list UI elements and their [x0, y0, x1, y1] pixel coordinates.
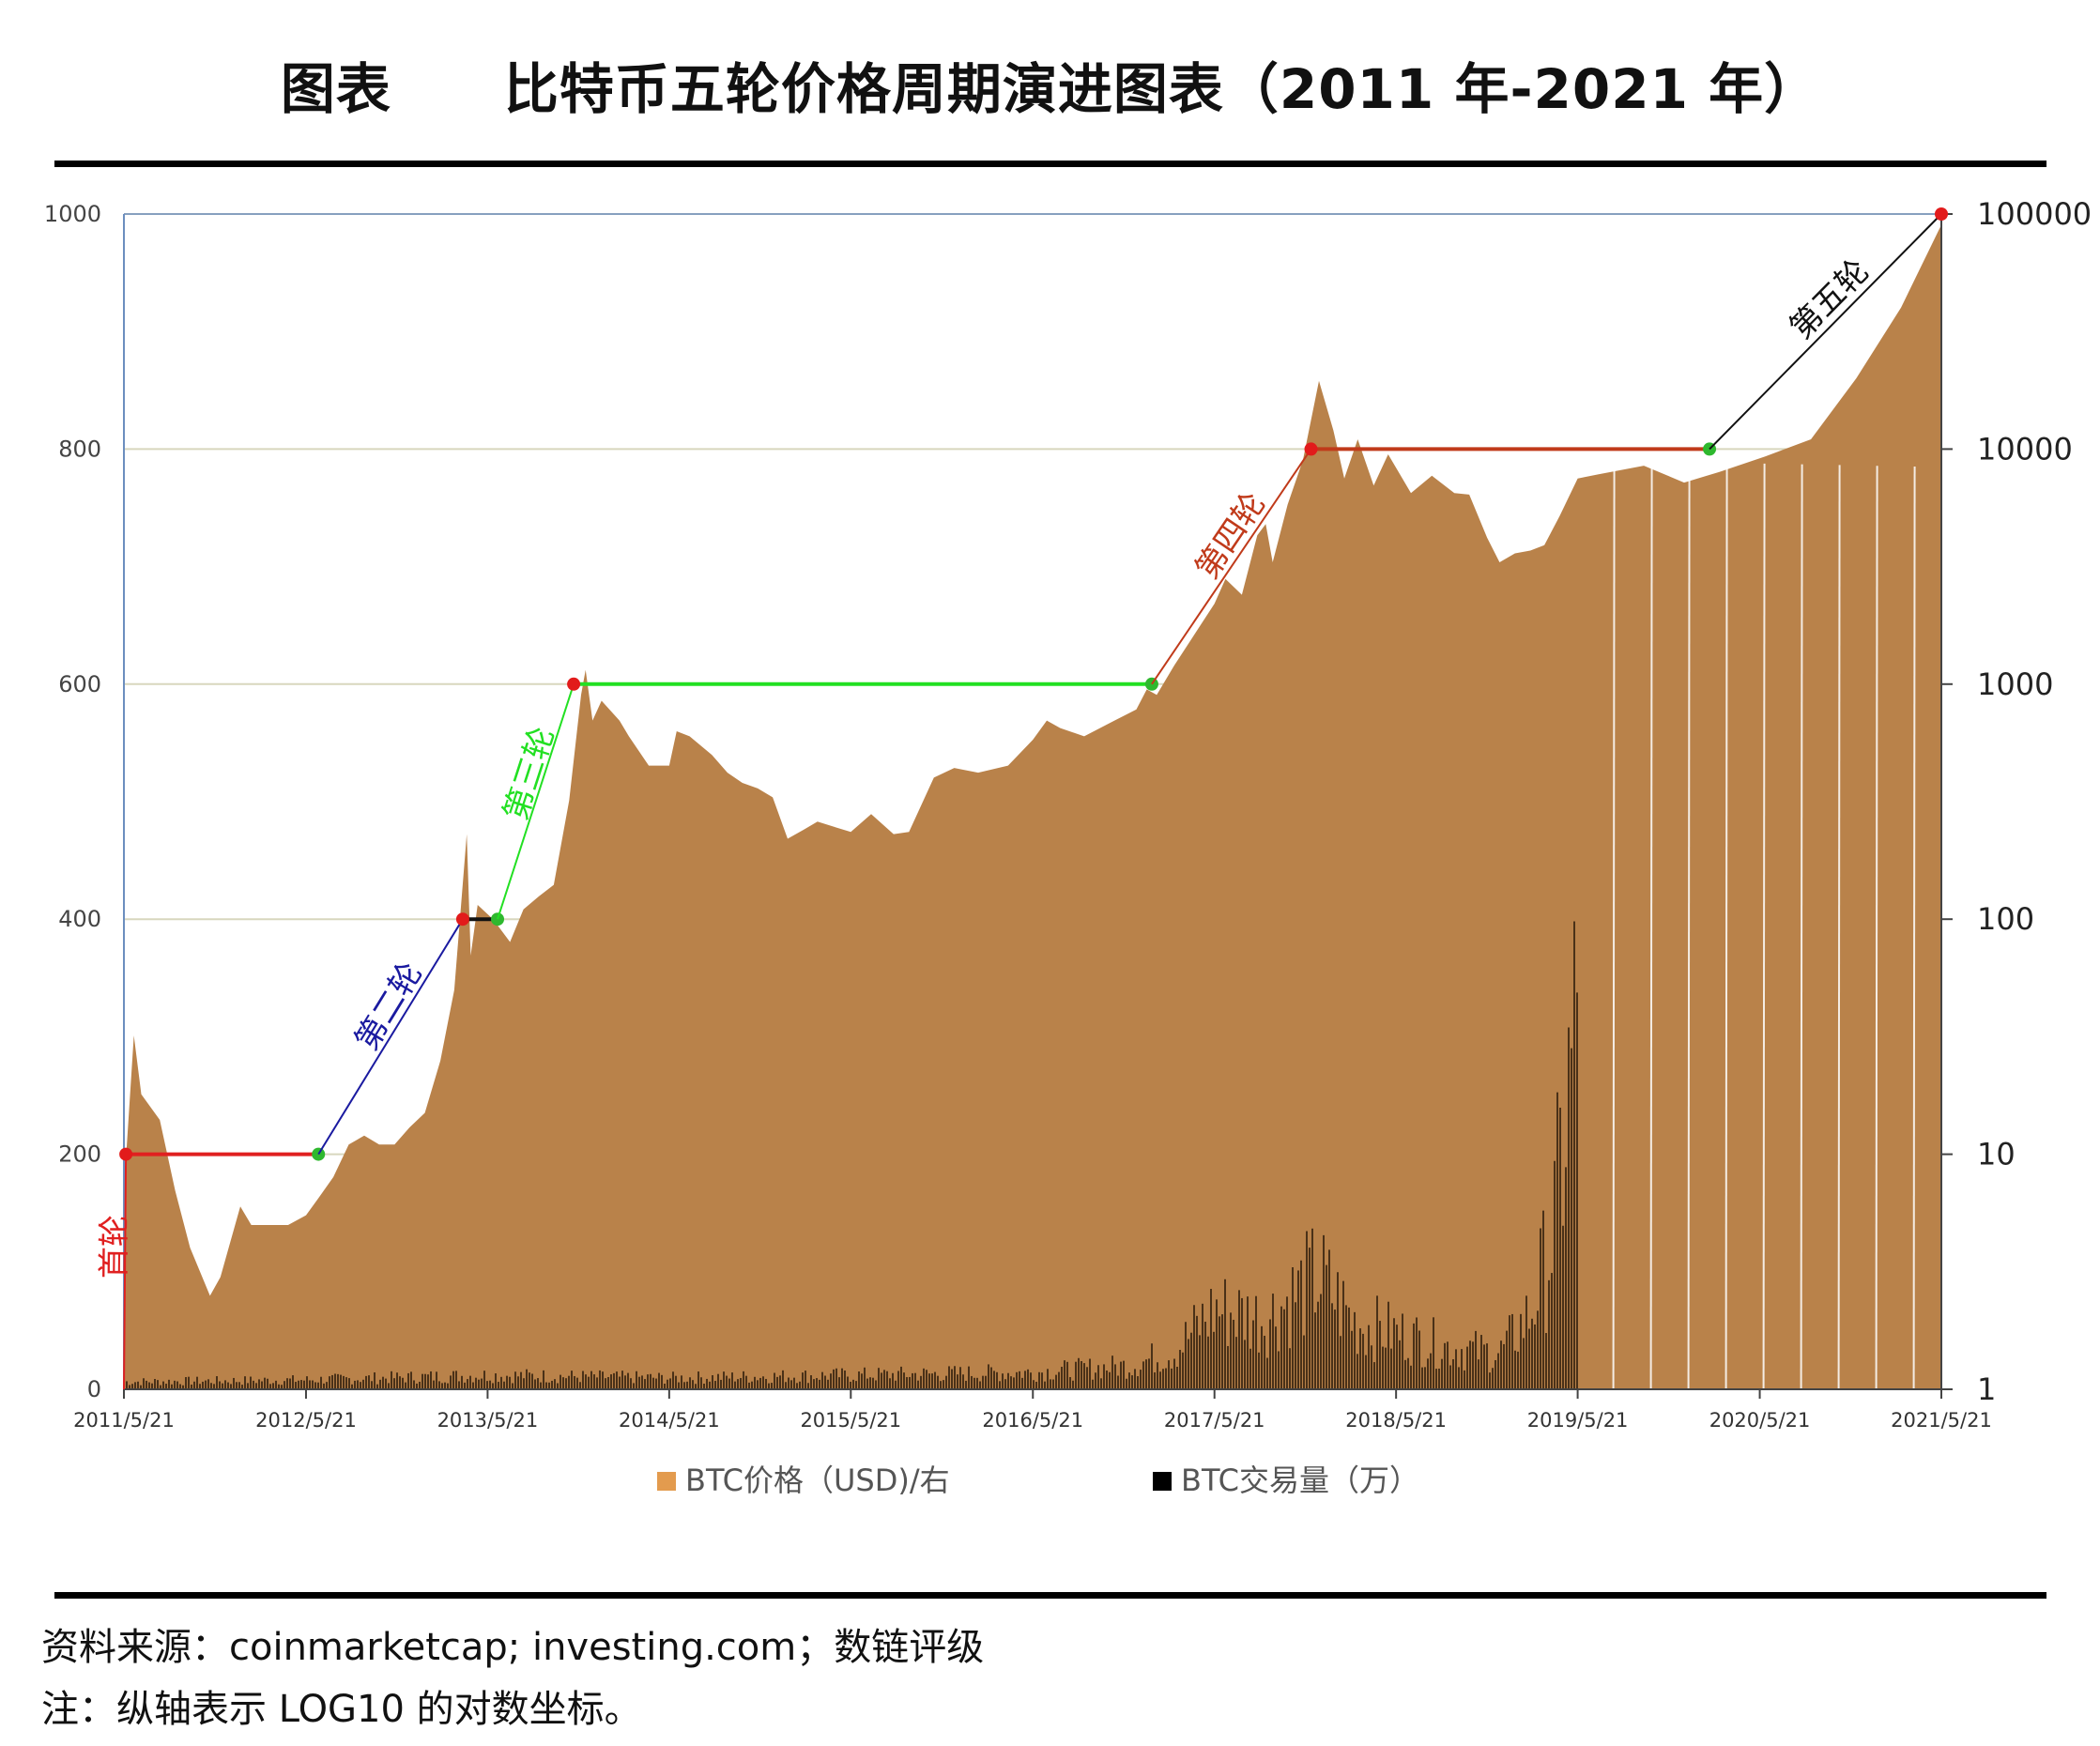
volume-bars: [123, 921, 1578, 1389]
legend-label-volume: BTC交易量（万）: [1181, 1463, 1419, 1498]
left-tick-label: 0: [87, 1376, 101, 1402]
left-tick-label: 600: [58, 671, 101, 697]
price-stripe: [1724, 463, 1728, 1390]
left-tick-label: 200: [58, 1141, 101, 1168]
left-tick-label: 800: [58, 436, 101, 462]
price-stripe: [1837, 465, 1841, 1390]
legend-swatch-price: [657, 1472, 676, 1491]
x-tick-label: 2014/5/21: [619, 1409, 720, 1432]
peak-marker: [1935, 207, 1948, 221]
bottom-rule: [54, 1592, 2046, 1599]
legend-label-price: BTC价格（USD)/右: [685, 1463, 950, 1498]
price-stripe: [1762, 463, 1766, 1390]
peak-marker: [455, 912, 469, 927]
price-stripe: [1612, 460, 1616, 1390]
chart-title: 图表 比特币五轮价格周期演进图表（2011 年-2021 年）: [0, 45, 2100, 124]
axis-note: 注：纵轴表示 LOG10 的对数坐标。: [41, 1688, 642, 1731]
btc-cycle-chart: 0 200 400 600 800 1000 1 10 100 1000 10000 100000 20…: [44, 178, 2092, 1530]
price-stripe: [1875, 466, 1878, 1390]
x-tick-label: 2012/5/21: [255, 1409, 357, 1432]
right-tick-label: 100: [1977, 901, 2034, 937]
x-tick-label: 2017/5/21: [1164, 1409, 1265, 1432]
round-trend-line: [317, 918, 464, 1156]
x-tick-label: 2015/5/21: [800, 1409, 901, 1432]
legend-swatch-volume: [1153, 1472, 1172, 1491]
x-tick-label: 2020/5/21: [1709, 1409, 1811, 1432]
round-trend-line: [1151, 448, 1312, 685]
figure-label: 图表: [280, 57, 391, 121]
left-tick-label: 1000: [44, 201, 101, 227]
round-label: 首轮: [96, 1215, 134, 1279]
peak-marker: [1304, 442, 1318, 456]
figure-title: 比特币五轮价格周期演进图表（2011 年-2021 年）: [503, 57, 1820, 121]
price-area: [124, 224, 1941, 1389]
round-trend-line: [1709, 213, 1942, 451]
price-stripe: [1649, 461, 1653, 1390]
right-tick-label: 1000: [1977, 666, 2053, 702]
x-tick-label: 2019/5/21: [1527, 1409, 1629, 1432]
peak-marker: [567, 677, 581, 691]
peak-marker: [119, 1147, 133, 1161]
left-tick-label: 400: [58, 906, 101, 932]
source-note: 资料来源：coinmarketcap; investing.com；数链评级: [41, 1626, 985, 1669]
x-tick-label: 2011/5/21: [73, 1409, 175, 1432]
right-tick-label: 100000: [1977, 196, 2092, 232]
right-tick-label: 10: [1977, 1137, 2016, 1172]
round-trend-line: [123, 1154, 128, 1390]
right-tick-label: 10000: [1977, 431, 2073, 467]
x-tick-label: 2013/5/21: [437, 1409, 539, 1432]
round-trend-line: [497, 683, 575, 920]
top-rule: [54, 161, 2046, 167]
right-tick-label: 1: [1977, 1371, 1996, 1407]
price-stripe: [1912, 467, 1916, 1390]
x-tick-label: 2021/5/21: [1891, 1409, 1992, 1432]
price-stripe: [1800, 464, 1803, 1390]
x-tick-label: 2016/5/21: [982, 1409, 1083, 1432]
x-tick-label: 2018/5/21: [1345, 1409, 1447, 1432]
price-stripe: [1687, 462, 1691, 1390]
